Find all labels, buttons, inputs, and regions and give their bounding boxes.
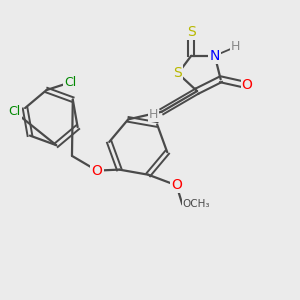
Text: Cl: Cl bbox=[8, 105, 21, 118]
Text: O: O bbox=[171, 178, 182, 192]
Text: O: O bbox=[92, 164, 102, 178]
Text: O: O bbox=[242, 78, 253, 92]
Text: S: S bbox=[187, 25, 196, 39]
Text: Cl: Cl bbox=[64, 76, 76, 89]
Text: H: H bbox=[149, 108, 158, 121]
Text: OCH₃: OCH₃ bbox=[182, 200, 210, 209]
Text: H: H bbox=[231, 40, 240, 53]
Text: N: N bbox=[210, 49, 220, 63]
Text: S: S bbox=[174, 66, 182, 80]
